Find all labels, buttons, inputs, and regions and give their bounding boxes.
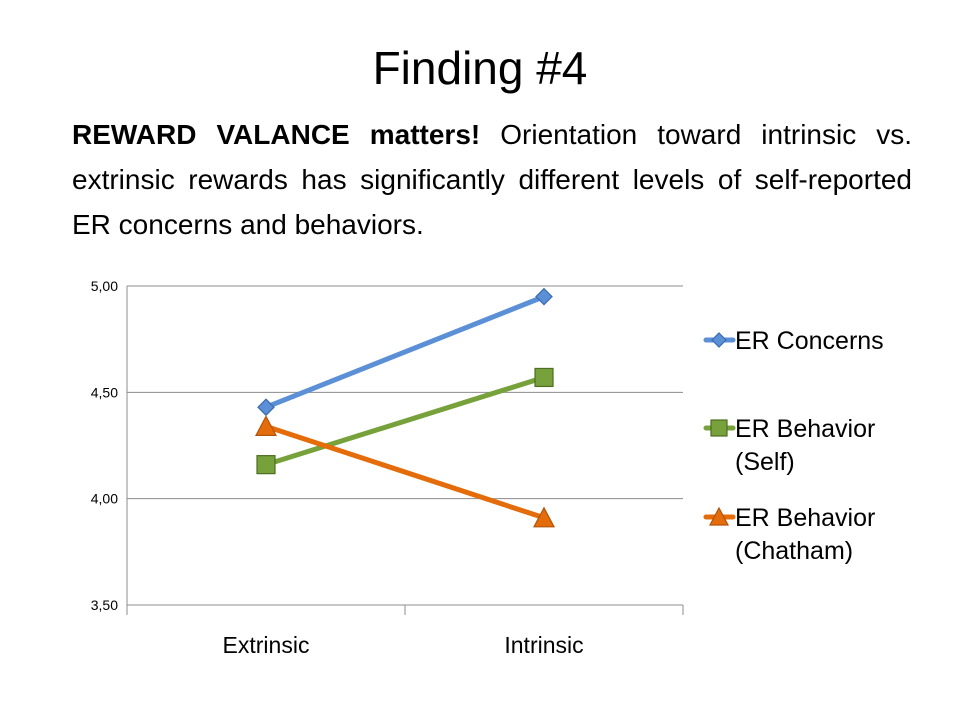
legend-marker (710, 419, 728, 437)
data-point (257, 398, 275, 417)
slide-subtitle: REWARD VALANCE matters! Orientation towa… (72, 112, 912, 247)
y-tick-label: 4,50 (91, 384, 118, 400)
y-tick-label: 4,00 (91, 491, 118, 507)
slide-title: Finding #4 (372, 42, 588, 94)
data-point (533, 506, 555, 528)
legend-label: ER Behavior (Chatham) (735, 504, 875, 565)
x-tick-label: Extrinsic (223, 632, 310, 658)
data-point (535, 287, 553, 306)
legend-marker (709, 506, 729, 526)
subtitle-emphasis: REWARD VALANCE matters! (72, 119, 481, 150)
series-line (263, 423, 547, 521)
data-point (534, 367, 554, 388)
y-tick-label: 5,00 (91, 278, 118, 294)
data-point (255, 415, 277, 436)
data-point (256, 455, 276, 475)
y-tick-label: 3,50 (91, 597, 118, 613)
series-line (263, 374, 547, 468)
legend-label: ER Concerns (735, 327, 884, 355)
series-line (263, 294, 547, 410)
subtitle-text: Orientation toward intrinsic vs. extrins… (72, 119, 913, 240)
legend-label: ER Behavior (Self) (735, 415, 875, 476)
legend-marker (711, 332, 727, 348)
x-tick-label: Intrinsic (504, 632, 583, 658)
